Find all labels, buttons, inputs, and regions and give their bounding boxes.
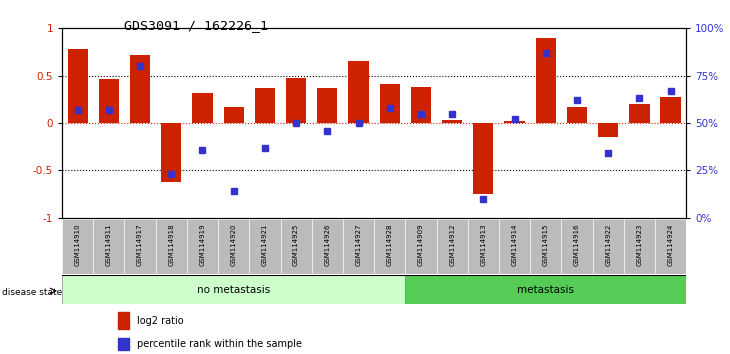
Bar [155, 219, 187, 274]
Text: GSM114925: GSM114925 [293, 224, 299, 266]
Bar [468, 219, 499, 274]
Bar [223, 107, 244, 123]
Bar [405, 219, 437, 274]
Bar [343, 219, 374, 274]
Text: GSM114910: GSM114910 [74, 224, 80, 267]
Bar [249, 219, 280, 274]
Text: GSM114912: GSM114912 [449, 224, 455, 266]
Bar [437, 219, 468, 274]
Bar [536, 38, 556, 123]
Bar [187, 219, 218, 274]
Text: GSM114920: GSM114920 [231, 224, 237, 266]
Bar [192, 93, 212, 123]
Bar [62, 275, 405, 304]
Bar [442, 120, 462, 123]
Bar [566, 107, 587, 123]
Text: GSM114917: GSM114917 [137, 224, 143, 267]
Text: disease state: disease state [2, 287, 63, 297]
Bar [499, 219, 530, 274]
Bar [598, 123, 618, 137]
Bar [67, 49, 88, 123]
Text: GSM114924: GSM114924 [668, 224, 674, 266]
Text: GSM114911: GSM114911 [106, 224, 112, 267]
Text: GSM114915: GSM114915 [543, 224, 549, 266]
Bar [280, 219, 312, 274]
Text: GSM114916: GSM114916 [574, 224, 580, 267]
Bar [380, 84, 400, 123]
Bar [473, 123, 493, 194]
Text: GSM114921: GSM114921 [262, 224, 268, 266]
Bar [504, 121, 525, 123]
Bar [93, 219, 124, 274]
Bar [286, 78, 307, 123]
Bar [405, 275, 686, 304]
Text: log2 ratio: log2 ratio [137, 315, 183, 326]
Bar [130, 55, 150, 123]
Bar [255, 88, 275, 123]
Text: GSM114918: GSM114918 [169, 224, 174, 267]
Text: GSM114909: GSM114909 [418, 224, 424, 267]
Bar [661, 97, 681, 123]
Bar [348, 62, 369, 123]
Bar [561, 219, 593, 274]
Bar [118, 312, 129, 329]
Text: GSM114919: GSM114919 [199, 224, 205, 267]
Bar [593, 219, 624, 274]
Text: GDS3091 / 162226_1: GDS3091 / 162226_1 [124, 19, 268, 33]
Text: no metastasis: no metastasis [197, 285, 270, 295]
Bar [99, 79, 119, 123]
Bar [624, 219, 655, 274]
Text: GSM114926: GSM114926 [324, 224, 330, 266]
Bar [629, 104, 650, 123]
Bar [374, 219, 405, 274]
Text: GSM114922: GSM114922 [605, 224, 611, 266]
Text: percentile rank within the sample: percentile rank within the sample [137, 339, 302, 349]
Bar [118, 338, 129, 350]
Bar [312, 219, 343, 274]
Text: GSM114914: GSM114914 [512, 224, 518, 266]
Bar [317, 88, 337, 123]
Text: GSM114927: GSM114927 [356, 224, 361, 266]
Text: GSM114923: GSM114923 [637, 224, 642, 266]
Bar [218, 219, 250, 274]
Bar [62, 219, 93, 274]
Bar [161, 123, 182, 182]
Bar [530, 219, 561, 274]
Bar [655, 219, 686, 274]
Bar [124, 219, 155, 274]
Text: GSM114928: GSM114928 [387, 224, 393, 266]
Text: GSM114913: GSM114913 [480, 224, 486, 267]
Bar [411, 87, 431, 123]
Text: metastasis: metastasis [518, 285, 575, 295]
